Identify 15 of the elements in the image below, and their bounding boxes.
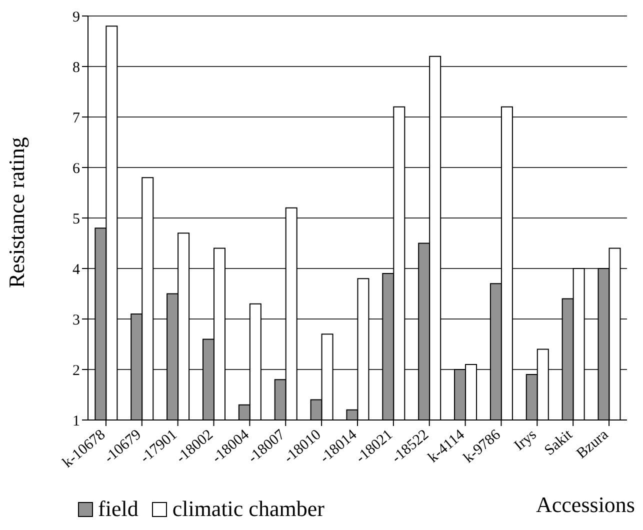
y-tick-label: 4: [72, 262, 80, 278]
y-tick-label: 9: [72, 9, 80, 26]
legend-label: climatic chamber: [172, 496, 324, 522]
legend-label: field: [98, 496, 138, 522]
x-tick-label: Irys: [512, 426, 540, 454]
y-tick-label: 2: [72, 362, 80, 379]
y-tick-label: 6: [72, 160, 80, 177]
y-tick-label: 8: [72, 60, 80, 76]
y-tick-label: 5: [72, 211, 80, 228]
x-tick-label: Sakit: [542, 426, 576, 459]
y-tick-label: 3: [72, 312, 80, 328]
y-axis-title: Resistance rating: [4, 137, 29, 288]
y-tick-label: 7: [72, 110, 80, 126]
y-tick-label: 1: [72, 413, 80, 430]
x-axis-title: Accessions: [536, 492, 635, 518]
